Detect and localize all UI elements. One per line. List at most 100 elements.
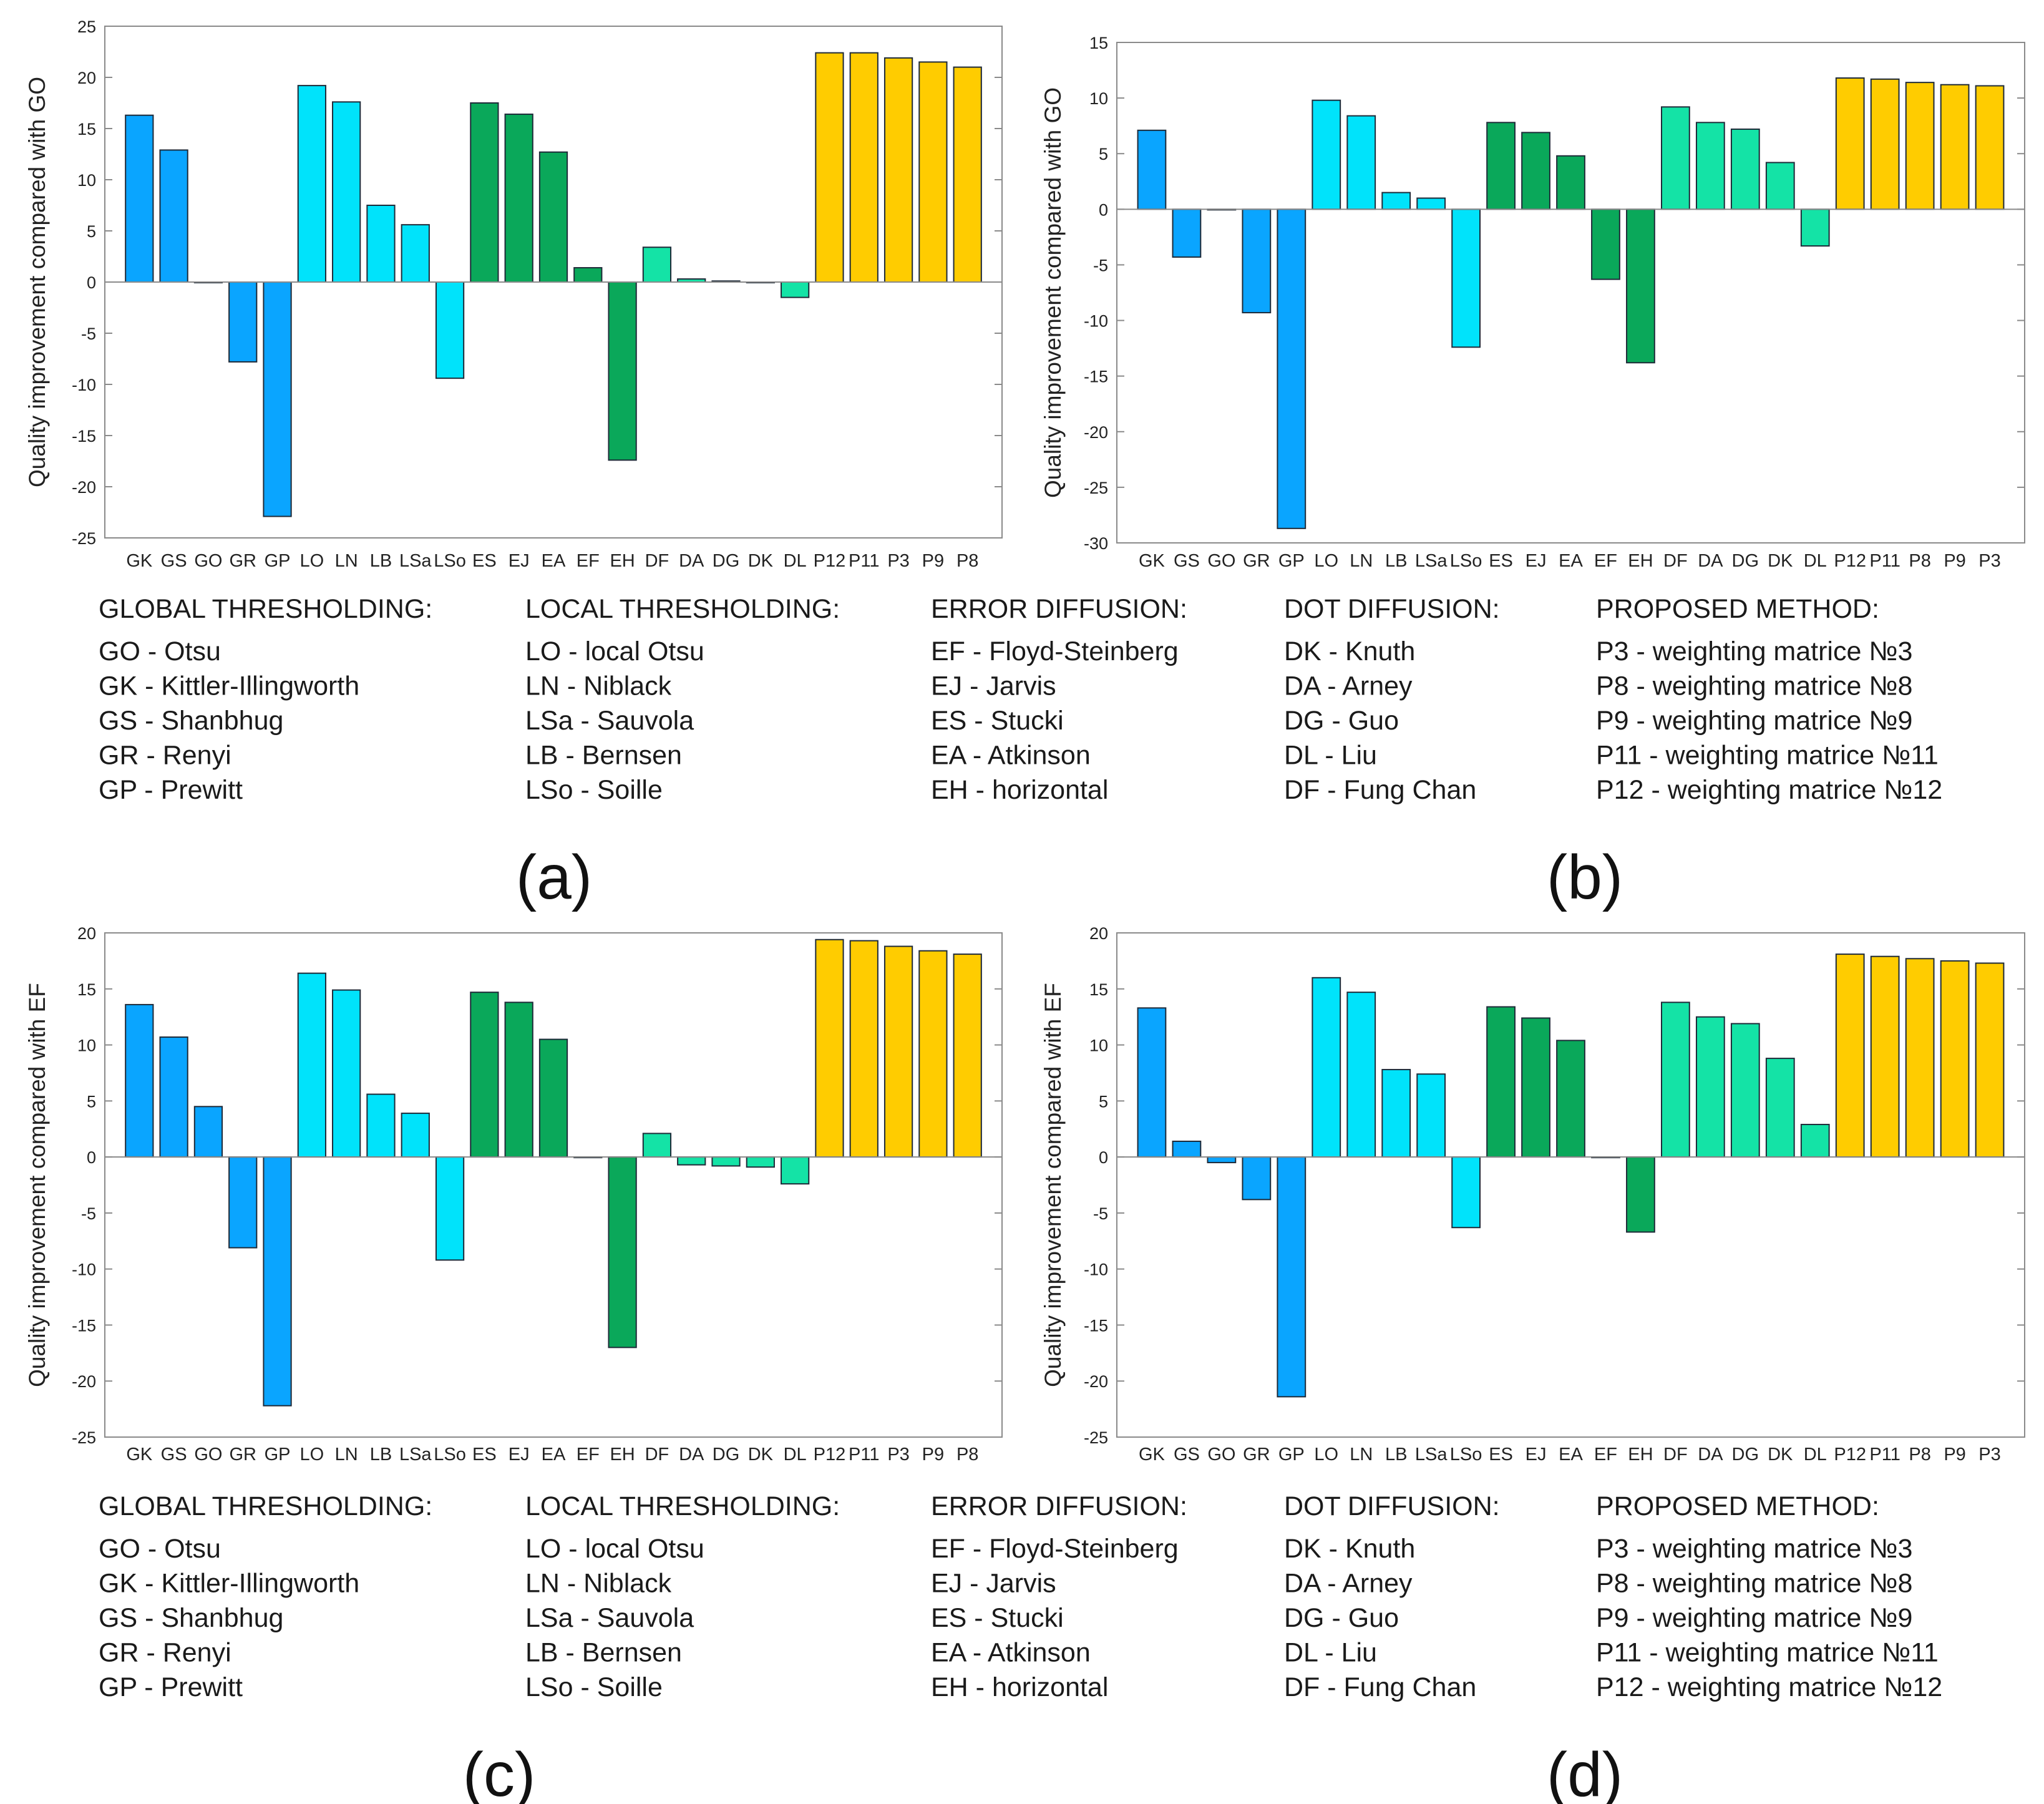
legend-item: LN - Niblack: [525, 1569, 672, 1599]
x-tick-label: DK: [748, 1445, 774, 1465]
bar-LO: [1312, 977, 1341, 1158]
bar-GP: [263, 1156, 292, 1407]
x-tick-label: DA: [679, 551, 704, 571]
legend-item: DA - Arney: [1284, 1569, 1413, 1599]
y-tick-label: -25: [1084, 1428, 1108, 1447]
y-axis-label: Quality improvement compared with EF: [1040, 983, 1066, 1387]
bar-LO: [297, 972, 326, 1158]
bar-DK: [1765, 1058, 1795, 1158]
legend-item: DK - Knuth: [1284, 1534, 1415, 1564]
y-tick-label: 0: [1099, 1148, 1108, 1167]
x-tick-label: LSa: [399, 551, 432, 571]
bar-P8: [1905, 958, 1935, 1158]
legend-item: GR - Renyi: [99, 741, 231, 771]
legend-item: P8 - weighting matrice №8: [1596, 671, 1912, 701]
x-tick-label: P11: [849, 551, 879, 571]
x-tick-label: LN: [1350, 1445, 1373, 1465]
bar-DF: [1661, 1002, 1690, 1158]
x-tick-label: LSo: [434, 551, 466, 571]
bar-GK: [125, 114, 154, 283]
legend-item: P11 - weighting matrice №11: [1596, 741, 1939, 771]
bar-LB: [366, 1093, 396, 1158]
bar-GO: [193, 1106, 223, 1158]
y-tick-label: -15: [1084, 368, 1108, 386]
legend-item: P3 - weighting matrice №3: [1596, 1534, 1912, 1564]
x-tick-label: ES: [472, 1445, 497, 1465]
y-tick-label: -15: [72, 1316, 96, 1335]
legend-item: DF - Fung Chan: [1284, 1672, 1476, 1702]
x-tick-label: EH: [1628, 551, 1653, 571]
x-tick-label: GK: [1139, 551, 1166, 571]
x-tick-label: GS: [1174, 1445, 1200, 1465]
bar-P9: [1940, 960, 1970, 1158]
legend-heading: ERROR DIFFUSION:: [931, 1491, 1187, 1521]
bar-EJ: [1521, 1017, 1550, 1158]
x-tick-label: P12: [1834, 1445, 1866, 1465]
bar-EA: [1556, 155, 1585, 210]
y-tick-label: 25: [77, 17, 96, 36]
x-tick-label: EJ: [509, 551, 530, 571]
legend-item: LSo - Soille: [525, 775, 663, 805]
y-tick-label: -10: [1084, 312, 1108, 331]
bar-DL: [1800, 1124, 1830, 1158]
axes-frame: [1116, 42, 2025, 544]
bar-EF: [1591, 208, 1620, 280]
x-tick-label: P3: [887, 1445, 909, 1465]
x-tick-label: DF: [645, 551, 669, 571]
x-tick-label: EJ: [1526, 551, 1547, 571]
x-tick-label: ES: [472, 551, 497, 571]
bar-DK: [1765, 162, 1795, 210]
bar-DF: [1661, 106, 1690, 210]
x-tick-label: GK: [126, 1445, 153, 1465]
y-tick-label: 15: [1089, 34, 1108, 52]
legend-heading: GLOBAL THRESHOLDING:: [99, 1491, 432, 1521]
x-tick-label: DA: [679, 1445, 704, 1465]
y-tick-label: 15: [77, 980, 96, 999]
x-tick-label: EH: [1628, 1445, 1653, 1465]
bar-GS: [159, 149, 188, 283]
panel-label: (c): [463, 1740, 536, 1804]
bar-EA: [1556, 1040, 1585, 1158]
bar-P8: [1905, 82, 1935, 210]
x-tick-label: EA: [542, 551, 566, 571]
x-tick-label: ES: [1489, 1445, 1513, 1465]
bar-P12: [1835, 953, 1865, 1158]
panel-d: -25 -20 -15 -10 -5 0 5 10 15 20 GK GS GO GR GP LO LN LB LS…: [1040, 924, 2025, 1804]
legend-item: P12 - weighting matrice №12: [1596, 1672, 1942, 1702]
bar-P11: [1870, 78, 1900, 210]
legend-item: P3 - weighting matrice №3: [1596, 636, 1912, 666]
x-tick-label: GR: [1243, 1445, 1270, 1465]
panel-label: (b): [1547, 842, 1623, 912]
y-tick-label: -25: [1084, 479, 1108, 497]
x-tick-label: LN: [335, 1445, 358, 1465]
bar-LB: [1381, 192, 1411, 210]
x-tick-label: P11: [1869, 551, 1900, 571]
legend-item: DL - Liu: [1284, 1638, 1377, 1668]
x-tick-label: LB: [370, 1445, 392, 1465]
y-tick-label: -20: [1084, 423, 1108, 442]
x-tick-label: LO: [300, 1445, 324, 1465]
x-tick-label: LSa: [1415, 551, 1448, 571]
x-tick-label: LSa: [1415, 1445, 1448, 1465]
x-tick-label: GS: [161, 1445, 187, 1465]
y-tick-label: -20: [1084, 1372, 1108, 1391]
bar-GS: [159, 1036, 188, 1158]
bar-GK: [1137, 1007, 1167, 1158]
bar-P12: [815, 939, 844, 1158]
legend-item: GP - Prewitt: [99, 1672, 243, 1702]
bar-LB: [1381, 1069, 1411, 1158]
y-tick-label: -10: [1084, 1260, 1108, 1279]
bar-LN: [332, 989, 361, 1158]
bar-EJ: [1521, 132, 1550, 210]
legend-item: GK - Kittler-Illingworth: [99, 671, 359, 701]
panel-label: (d): [1547, 1740, 1623, 1804]
bar-EH: [1626, 208, 1655, 364]
x-tick-label: GP: [1278, 1445, 1305, 1465]
bar-ES: [1486, 1006, 1516, 1158]
x-tick-label: EF: [577, 1445, 600, 1465]
panel-b: -30 -25 -20 -15 -10 -5 0 5 10 15 GK GS GO GR GP LO LN LB L…: [1040, 34, 2025, 912]
legend-item: P11 - weighting matrice №11: [1596, 1638, 1939, 1668]
x-tick-label: GP: [1278, 551, 1305, 571]
bar-LSo: [435, 281, 465, 379]
